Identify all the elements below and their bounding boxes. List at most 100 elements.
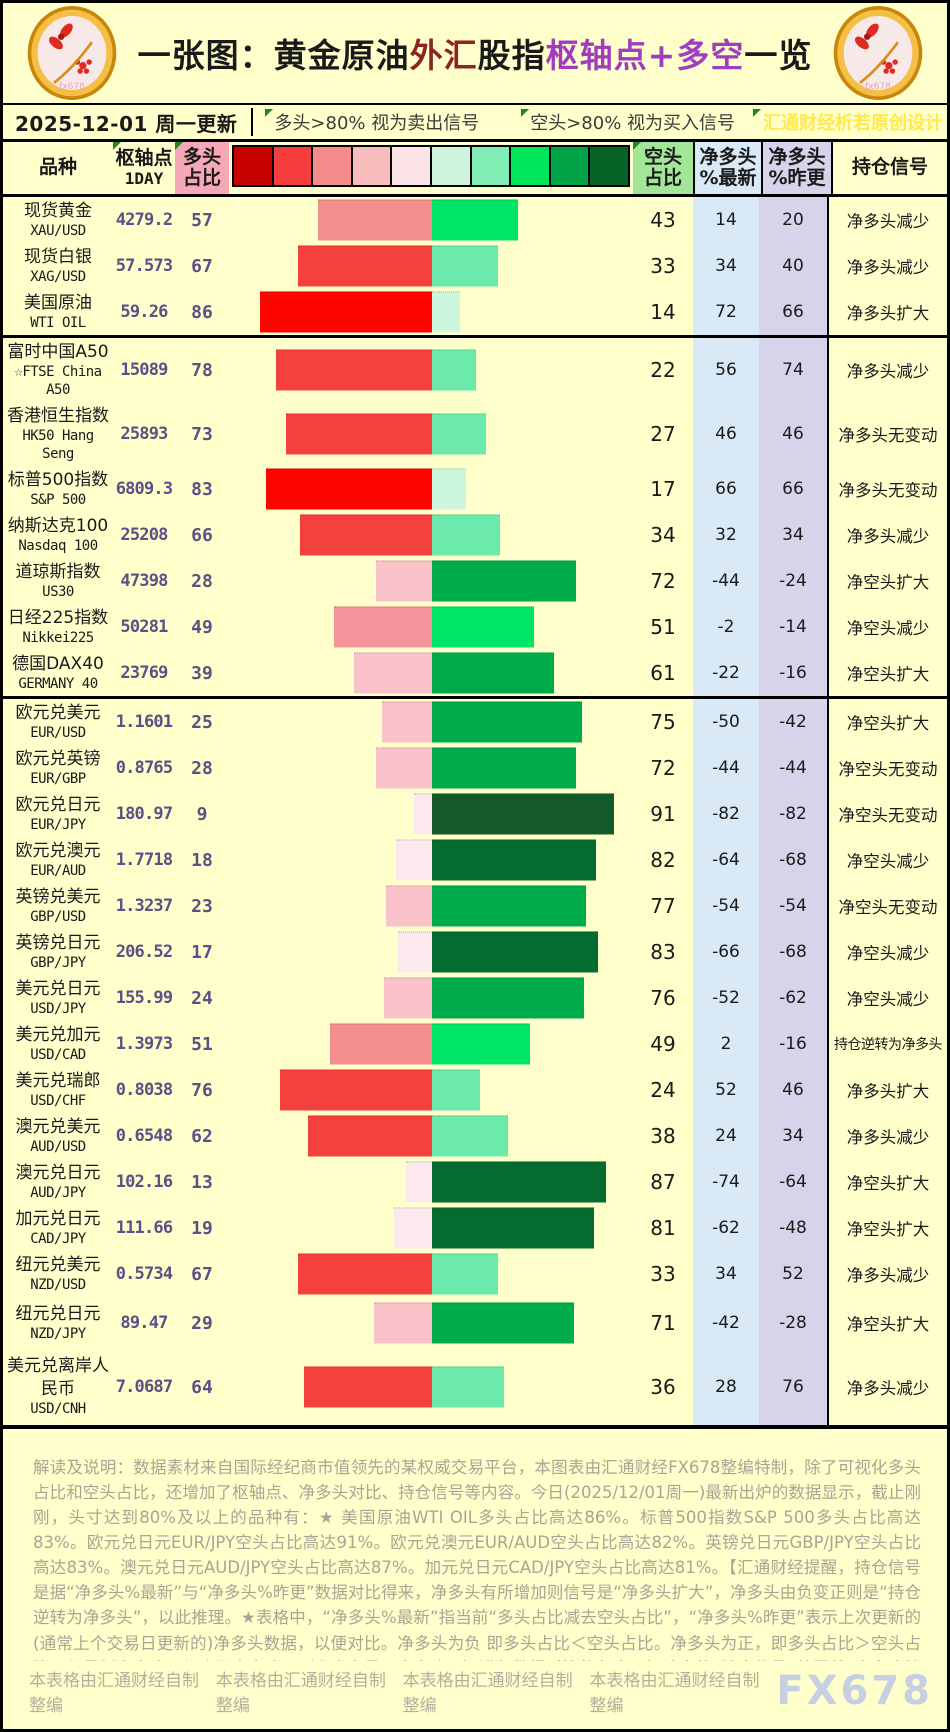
pivot-value: 1.7718 — [115, 850, 173, 870]
position-signal: 净空头减少 — [827, 604, 947, 650]
short-percent: 43 — [650, 208, 676, 232]
net-long-prev: -24 — [759, 558, 827, 604]
instrument-name: 澳元兑美元 AUD/USD — [3, 1116, 113, 1157]
position-signal: 净空头减少 — [827, 837, 947, 883]
net-long-prev: 34 — [759, 1113, 827, 1159]
row-nzd-usd: 纽元兑美元 NZD/USD 0.5734 67 33 34 52 净多头减少 — [3, 1251, 947, 1297]
scale-swatch — [273, 147, 314, 185]
net-long-prev: -44 — [759, 745, 827, 791]
instrument-code: US30 — [42, 584, 74, 601]
long-percent: 78 — [191, 359, 213, 381]
short-percent: 87 — [650, 1170, 676, 1194]
instrument-code: A50 — [46, 382, 70, 399]
scale-swatch — [392, 147, 432, 185]
pivot-value: 23769 — [120, 663, 168, 683]
net-long-latest: -66 — [693, 929, 759, 975]
short-bar — [432, 1253, 498, 1295]
long-bar — [298, 1253, 432, 1295]
instrument-code: EUR/USD — [30, 725, 86, 742]
short-percent: 17 — [650, 477, 676, 501]
net-long-latest: 2 — [693, 1021, 759, 1067]
instrument-name-zh: 现货黄金 — [24, 200, 92, 221]
instrument-name: 纳斯达克100 Nasdaq 100 — [3, 515, 113, 556]
pivot-value: 0.8038 — [115, 1080, 173, 1100]
row-gbp-usd: 英镑兑美元 GBP/USD 1.3237 23 77 -54 -54 净空头无变动 — [3, 883, 947, 929]
instrument-code: XAU/USD — [30, 223, 86, 240]
instrument-code: GERMANY 40 — [18, 676, 98, 693]
long-percent: 9 — [196, 803, 208, 825]
short-percent: 82 — [650, 848, 676, 872]
row-xag-usd: 现货白银 XAG/USD 57.573 67 33 34 40 净多头减少 — [3, 243, 947, 289]
short-bar — [432, 839, 596, 881]
scale-swatch — [511, 147, 551, 185]
long-percent: 28 — [191, 570, 213, 592]
net-long-prev: -42 — [759, 699, 827, 745]
net-long-latest: 72 — [693, 289, 759, 335]
short-percent: 33 — [650, 1262, 676, 1286]
short-bar — [432, 199, 518, 241]
divider — [251, 108, 254, 136]
pivot-value: 59.26 — [120, 302, 168, 322]
title-segment: 外汇 — [409, 36, 478, 75]
row-usd-jpy: 美元兑日元 USD/JPY 155.99 24 76 -52 -62 净空头减少 — [3, 975, 947, 1021]
credits-bar: 本表格由汇通财经自制整编 本表格由汇通财经自制整编 本表格由汇通财经自制整编 本表格由… — [3, 1661, 947, 1729]
instrument-name-zh: 纳斯达克100 — [7, 515, 109, 536]
instrument-name: 欧元兑澳元 EUR/AUD — [3, 840, 113, 881]
net-long-prev: -14 — [759, 604, 827, 650]
net-long-latest: 14 — [693, 197, 759, 243]
long-percent: 51 — [191, 1033, 213, 1055]
col-header-signal: 持仓信号 — [831, 142, 947, 194]
pivot-value: 25208 — [120, 525, 168, 545]
long-short-bar-chart — [229, 883, 633, 929]
instrument-name-zh: 美元兑瑞郎 — [15, 1070, 101, 1091]
row-usd-cnh: 美元兑离岸人 民币 USD/CNH 7.0687 64 36 28 76 净多头减少 — [3, 1349, 947, 1425]
net-long-prev: 52 — [759, 1251, 827, 1297]
net-long-latest: 34 — [693, 243, 759, 289]
short-percent: 61 — [650, 661, 676, 685]
long-bar — [276, 349, 432, 391]
instrument-code: Nasdaq 100 — [18, 538, 98, 555]
instrument-code: HK50 Hang — [22, 428, 94, 445]
scale-swatch — [352, 147, 393, 185]
instrument-code: AUD/USD — [30, 1139, 86, 1156]
col-header-net-latest: 净多头 %最新 — [693, 142, 761, 194]
position-signal: 净空头扩大 — [827, 1159, 947, 1205]
scale-swatch — [590, 147, 628, 185]
site-logo-right-icon: fx678 — [834, 6, 923, 100]
long-bar — [396, 839, 432, 881]
row-xau-usd: 现货黄金 XAU/USD 4279.2 57 43 14 20 净多头减少 — [3, 197, 947, 243]
pivot-value: 0.8765 — [115, 758, 173, 778]
pivot-value: 25893 — [120, 424, 168, 444]
long-bar — [286, 413, 432, 455]
table-credit: 本表格由汇通财经自制整编 — [29, 1671, 199, 1716]
net-long-prev: 66 — [759, 466, 827, 512]
long-percent: 19 — [191, 1217, 213, 1239]
position-signal: 净多头减少 — [827, 1349, 947, 1425]
pivot-value: 6809.3 — [115, 479, 173, 499]
instrument-name: 道琼斯指数 US30 — [3, 561, 113, 602]
long-short-bar-chart — [229, 1021, 633, 1067]
long-percent: 83 — [191, 478, 213, 500]
long-bar — [376, 560, 432, 602]
instrument-code: NZD/JPY — [30, 1326, 86, 1343]
long-bar — [354, 652, 432, 694]
long-percent: 67 — [191, 1263, 213, 1285]
instrument-name: 美元兑日元 USD/JPY — [3, 978, 113, 1019]
long-short-bar-chart — [229, 402, 633, 466]
designer-credit: 汇通财经析若原创设计 — [753, 109, 943, 135]
short-percent: 51 — [650, 615, 676, 639]
net-long-latest: 46 — [693, 402, 759, 466]
scale-swatch — [471, 147, 512, 185]
net-long-latest: -74 — [693, 1159, 759, 1205]
pivot-value: 1.3237 — [115, 896, 173, 916]
instrument-name: 欧元兑英镑 EUR/GBP — [3, 748, 113, 789]
pivot-value: 155.99 — [115, 988, 173, 1008]
long-percent: 57 — [191, 209, 213, 231]
short-bar — [432, 514, 500, 556]
net-long-prev: 66 — [759, 289, 827, 335]
net-long-prev: -64 — [759, 1159, 827, 1205]
long-bar — [384, 977, 432, 1019]
net-long-prev: 46 — [759, 1067, 827, 1113]
table-credit: 本表格由汇通财经自制整编 — [589, 1671, 760, 1716]
